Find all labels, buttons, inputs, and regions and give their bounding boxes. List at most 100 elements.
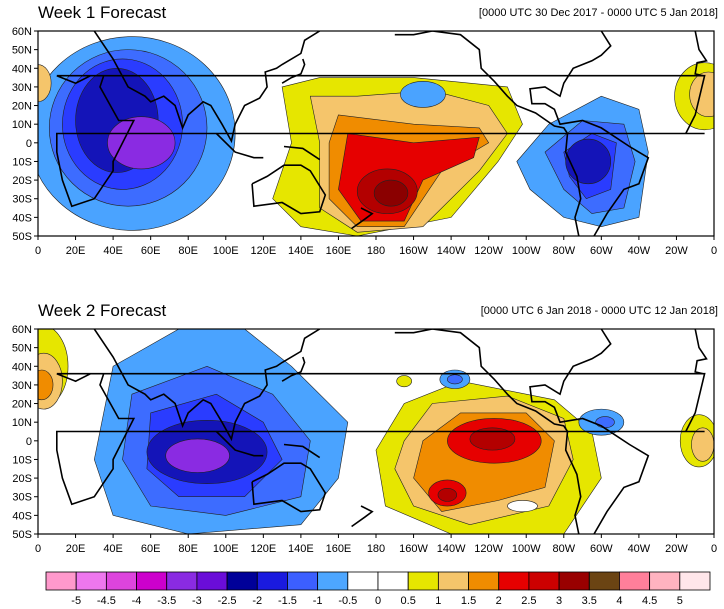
colorbar-swatch xyxy=(136,571,168,591)
colorbar-tick-label: -3.5 xyxy=(157,595,176,607)
lon-tick-label: 20E xyxy=(66,245,86,257)
new-guinea-coastline xyxy=(283,443,321,459)
lat-tick-label: 20S xyxy=(12,473,32,485)
lon-tick-label: 40E xyxy=(103,245,123,257)
week1-panel: Week 1 Forecast [0000 UTC 30 Dec 2017 - … xyxy=(0,0,724,290)
anomaly-field xyxy=(38,329,714,534)
lon-tick-label: 20W xyxy=(665,245,688,257)
colorbar-swatch xyxy=(679,571,711,591)
lon-tick-label: 160W xyxy=(399,245,428,257)
lon-tick-label: 80E xyxy=(178,543,198,555)
colorbar-tick-label: 2.5 xyxy=(521,595,536,607)
colorbar-tick-label: -4.5 xyxy=(97,595,116,607)
asia-coastline xyxy=(93,31,321,144)
colorbar-tick-label: 4 xyxy=(616,595,622,607)
colorbar-swatch xyxy=(528,571,560,591)
africa-coastline xyxy=(56,74,706,208)
colorbar-swatch xyxy=(166,571,198,591)
lon-tick-label: 120W xyxy=(474,543,503,555)
colorbar-tick-label: 4.5 xyxy=(642,595,657,607)
lon-tick-label: 80W xyxy=(552,543,575,555)
lon-tick-label: 140W xyxy=(437,543,466,555)
lon-tick-label: 40W xyxy=(628,245,651,257)
africa-coastline xyxy=(56,372,706,506)
lat-tick-label: 40N xyxy=(12,361,32,373)
colorbar-tick-label: -1 xyxy=(313,595,323,607)
lat-tick-label: 10N xyxy=(12,417,32,429)
lon-tick-label: 100E xyxy=(213,245,239,257)
lon-tick-label: 20E xyxy=(66,543,86,555)
lat-tick-label: 30N xyxy=(12,380,32,392)
panel-title: Week 2 Forecast xyxy=(38,301,167,320)
lat-tick-label: 40S xyxy=(12,510,32,522)
week2-panel: Week 2 Forecast [0000 UTC 6 Jan 2018 - 0… xyxy=(0,298,724,568)
lat-tick-label: 20N xyxy=(12,101,32,113)
americas-east-coastline xyxy=(529,329,650,534)
lat-tick-label: 30N xyxy=(12,82,32,94)
lat-tick-label: 20S xyxy=(12,175,32,187)
lat-tick-label: 30S xyxy=(12,194,32,206)
panel-title: Week 1 Forecast xyxy=(38,3,167,22)
lon-tick-label: 60W xyxy=(590,543,613,555)
europe-coastline xyxy=(694,329,708,375)
colorbar-swatch xyxy=(649,571,681,591)
lon-tick-label: 40E xyxy=(103,543,123,555)
anomaly-contour xyxy=(689,71,714,118)
panel-date-range: [0000 UTC 30 Dec 2017 - 0000 UTC 5 Jan 2… xyxy=(478,7,718,19)
anomaly-contour xyxy=(107,116,176,170)
panel-date-range: [0000 UTC 6 Jan 2018 - 0000 UTC 12 Jan 2… xyxy=(480,305,718,317)
australia-coastline xyxy=(251,164,327,215)
colorbar-swatch xyxy=(588,571,620,591)
anomaly-contour xyxy=(38,369,54,401)
colorbar-swatch xyxy=(105,571,137,591)
lat-tick-label: 40N xyxy=(12,63,32,75)
lon-tick-label: 160E xyxy=(326,245,352,257)
colorbar-tick-label: 1.5 xyxy=(461,595,476,607)
lon-tick-label: 0 xyxy=(35,543,41,555)
colorbar-swatch xyxy=(437,571,469,591)
colorbar-swatch xyxy=(347,571,379,591)
indonesia-coastline xyxy=(215,132,264,159)
colorbar-tick-label: 2 xyxy=(496,595,502,607)
colorbar: -5 -4.5 -4 -3.5 -3 -2.5 -2 -1.5 -1 -0.5 0 0.5 1 1.5 2 2… xyxy=(45,571,711,607)
lon-tick-label: 120W xyxy=(474,245,503,257)
lon-tick-label: 120E xyxy=(250,245,276,257)
colorbar-swatch xyxy=(75,571,107,591)
indonesia-coastline xyxy=(215,430,264,457)
lon-tick-label: 40W xyxy=(628,543,651,555)
colorbar-tick-label: -4 xyxy=(132,595,142,607)
colorbar-tick-label: 0 xyxy=(375,595,381,607)
colorbar-swatch xyxy=(558,571,590,591)
lon-tick-label: 60E xyxy=(141,245,161,257)
colorbar-swatch xyxy=(287,571,319,591)
colorbar-swatch xyxy=(45,571,77,591)
colorbar-tick-label: -3 xyxy=(192,595,202,607)
americas-west-coastline xyxy=(394,31,582,236)
lon-tick-label: 140E xyxy=(288,543,314,555)
colorbar-tick-label: -0.5 xyxy=(338,595,357,607)
lat-tick-label: 30S xyxy=(12,492,32,504)
lat-tick-label: 50S xyxy=(12,231,32,243)
lon-tick-label: 100W xyxy=(512,245,541,257)
lon-tick-label: 100W xyxy=(512,543,541,555)
lon-tick-label: 0 xyxy=(711,245,717,257)
lon-tick-label: 140W xyxy=(437,245,466,257)
anomaly-contour xyxy=(507,500,538,512)
lat-tick-label: 60N xyxy=(12,26,32,38)
colorbar-swatch xyxy=(407,571,439,591)
new-zealand-coastline xyxy=(351,207,374,230)
lon-tick-label: 160E xyxy=(326,543,352,555)
lon-tick-label: 180 xyxy=(367,245,385,257)
lat-tick-label: 20N xyxy=(12,399,32,411)
lon-tick-label: 160W xyxy=(399,543,428,555)
colorbar-swatch xyxy=(377,571,409,591)
colorbar-swatch xyxy=(317,571,349,591)
colorbar-swatch xyxy=(619,571,651,591)
anomaly-contour xyxy=(373,179,409,207)
anomaly-contour xyxy=(565,138,612,185)
lon-tick-label: 60W xyxy=(590,245,613,257)
lat-tick-label: 40S xyxy=(12,212,32,224)
